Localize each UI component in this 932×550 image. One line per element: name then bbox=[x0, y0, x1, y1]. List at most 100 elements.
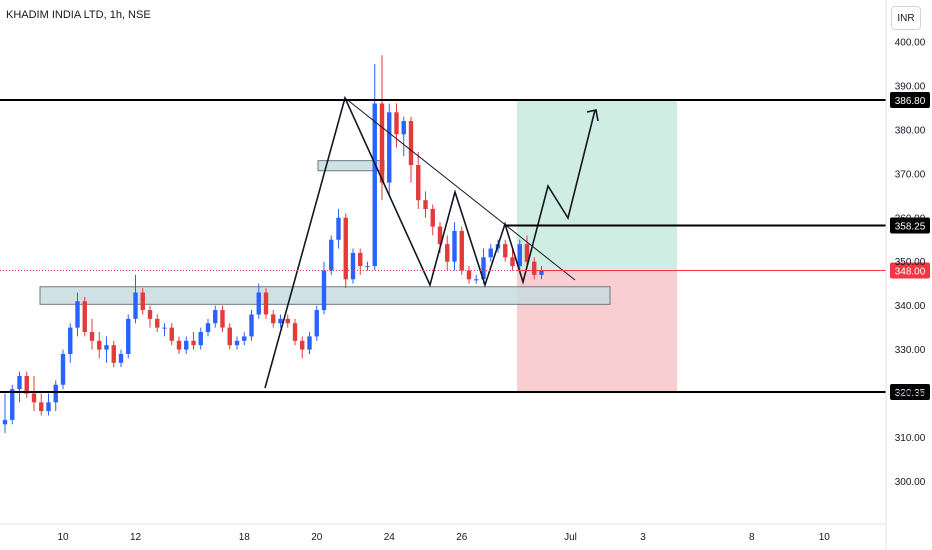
candle-body bbox=[408, 121, 414, 166]
projection-path[interactable] bbox=[264, 95, 596, 389]
candle-body bbox=[430, 208, 435, 227]
candle bbox=[474, 274, 479, 284]
x-tick-label: 8 bbox=[749, 532, 755, 543]
candle-body bbox=[24, 375, 29, 394]
candle-body bbox=[365, 266, 370, 268]
candle bbox=[97, 332, 102, 359]
candle bbox=[343, 213, 348, 289]
candle-body bbox=[234, 340, 240, 346]
y-tick-label: 390.00 bbox=[895, 81, 926, 92]
candle-body bbox=[510, 257, 515, 267]
candle bbox=[60, 349, 66, 390]
y-tick-label: 330.00 bbox=[895, 345, 926, 356]
candle-body bbox=[155, 318, 160, 328]
candle-body bbox=[213, 310, 218, 324]
candle bbox=[532, 257, 537, 280]
candle-body bbox=[285, 318, 290, 324]
time-axis: 10 12 18 20 24 26 Jul 3 8 10 bbox=[0, 523, 886, 543]
candle-body bbox=[169, 327, 174, 341]
candle bbox=[140, 288, 145, 315]
currency-button[interactable]: INR bbox=[891, 6, 921, 30]
candle bbox=[300, 336, 305, 359]
candle-body bbox=[314, 310, 319, 337]
candle-body bbox=[401, 121, 406, 135]
candle bbox=[46, 393, 51, 416]
x-tick-label: 10 bbox=[57, 532, 69, 543]
candle-body bbox=[198, 332, 203, 346]
profit-zone[interactable] bbox=[517, 100, 677, 271]
candle-body bbox=[205, 323, 211, 333]
candle-body bbox=[60, 353, 66, 385]
candle bbox=[510, 248, 515, 271]
candle bbox=[350, 248, 356, 284]
candle-body bbox=[111, 345, 116, 363]
candle-body bbox=[336, 217, 341, 240]
drawings-layer bbox=[264, 95, 599, 389]
candle-body bbox=[416, 165, 421, 201]
candle bbox=[394, 103, 399, 148]
candle bbox=[198, 327, 203, 350]
candle bbox=[503, 239, 508, 262]
candle bbox=[285, 314, 290, 328]
candle-body bbox=[379, 103, 385, 183]
candle bbox=[213, 305, 218, 328]
candle bbox=[539, 266, 544, 280]
candle-body bbox=[524, 244, 530, 262]
candle bbox=[227, 323, 232, 350]
candle-body bbox=[307, 336, 312, 350]
target-price-label: 358.25 bbox=[895, 221, 926, 232]
candle bbox=[10, 384, 15, 425]
candle-body bbox=[82, 301, 87, 333]
x-tick-label: 3 bbox=[640, 532, 646, 543]
candle-body bbox=[452, 230, 457, 262]
candle-body bbox=[343, 217, 348, 280]
candle-body bbox=[31, 393, 37, 403]
candle bbox=[307, 332, 312, 354]
candle bbox=[118, 349, 124, 368]
candle-body bbox=[358, 252, 363, 267]
candle bbox=[234, 336, 240, 350]
resistance-price-tag bbox=[890, 92, 930, 108]
candle-body bbox=[503, 244, 508, 258]
candle bbox=[68, 323, 73, 363]
candle-body bbox=[394, 112, 399, 135]
candle-body bbox=[176, 340, 182, 350]
candle-body bbox=[532, 261, 537, 275]
price-axis: 300.00 310.00 320.00 330.00 340.00 350.00 360.… bbox=[885, 0, 926, 550]
candle bbox=[416, 151, 421, 209]
y-tick-label: 340.00 bbox=[895, 301, 926, 312]
candle-body bbox=[474, 279, 479, 281]
target-price-tag bbox=[890, 217, 930, 234]
support-price-label: 320.35 bbox=[895, 388, 926, 399]
candle-body bbox=[133, 292, 138, 319]
candle bbox=[517, 239, 522, 271]
candle bbox=[191, 332, 196, 350]
candle-body bbox=[147, 310, 153, 319]
candle bbox=[75, 292, 80, 337]
candle bbox=[423, 191, 428, 218]
candle bbox=[2, 393, 8, 434]
candle-body bbox=[445, 244, 450, 262]
candle-body bbox=[423, 200, 428, 209]
candle bbox=[249, 310, 254, 341]
candle-body bbox=[249, 314, 254, 337]
candle bbox=[162, 323, 167, 337]
x-tick-label: 18 bbox=[239, 532, 251, 543]
x-tick-label: 26 bbox=[456, 532, 468, 543]
candle-body bbox=[329, 239, 334, 271]
candle-body bbox=[256, 292, 261, 315]
candle-body bbox=[278, 318, 283, 324]
candle bbox=[314, 305, 319, 341]
candle-body bbox=[104, 345, 109, 350]
candle bbox=[263, 288, 269, 319]
candle bbox=[292, 318, 298, 346]
candle bbox=[445, 235, 450, 271]
candle bbox=[104, 336, 109, 363]
candle-body bbox=[75, 301, 80, 328]
candle-body bbox=[46, 402, 51, 412]
candle bbox=[155, 314, 160, 333]
descending-trendline[interactable] bbox=[344, 97, 576, 281]
candle bbox=[184, 336, 189, 354]
candle-body bbox=[191, 340, 196, 346]
